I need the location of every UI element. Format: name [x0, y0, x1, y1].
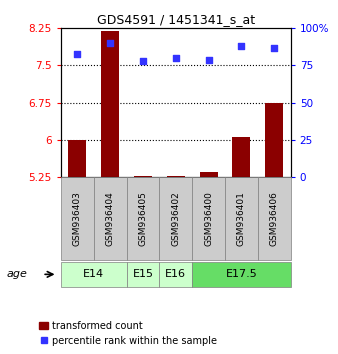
Point	[239, 43, 244, 49]
Text: E15: E15	[132, 269, 153, 279]
Bar	[101, 31, 119, 177]
Text: GSM936400: GSM936400	[204, 191, 213, 246]
Text: GSM936403: GSM936403	[73, 191, 82, 246]
Bar	[167, 176, 185, 177]
Text: E16: E16	[165, 269, 186, 279]
Bar	[265, 103, 283, 177]
Bar	[199, 172, 218, 177]
Text: GSM936406: GSM936406	[270, 191, 279, 246]
Text: GSM936405: GSM936405	[139, 191, 147, 246]
Text: E14: E14	[83, 269, 104, 279]
Text: E17.5: E17.5	[225, 269, 257, 279]
Text: GSM936402: GSM936402	[171, 191, 180, 246]
Bar	[68, 140, 86, 177]
Title: GDS4591 / 1451341_s_at: GDS4591 / 1451341_s_at	[97, 13, 255, 26]
Point	[107, 40, 113, 46]
Text: GSM936404: GSM936404	[105, 191, 115, 246]
Point	[140, 58, 146, 64]
Point	[271, 45, 277, 51]
Point	[75, 51, 80, 56]
Legend: transformed count, percentile rank within the sample: transformed count, percentile rank withi…	[39, 321, 217, 346]
Bar	[233, 137, 250, 177]
Point	[206, 57, 211, 62]
Bar	[134, 176, 152, 177]
Text: age: age	[7, 269, 28, 279]
Point	[173, 55, 178, 61]
Text: GSM936401: GSM936401	[237, 191, 246, 246]
